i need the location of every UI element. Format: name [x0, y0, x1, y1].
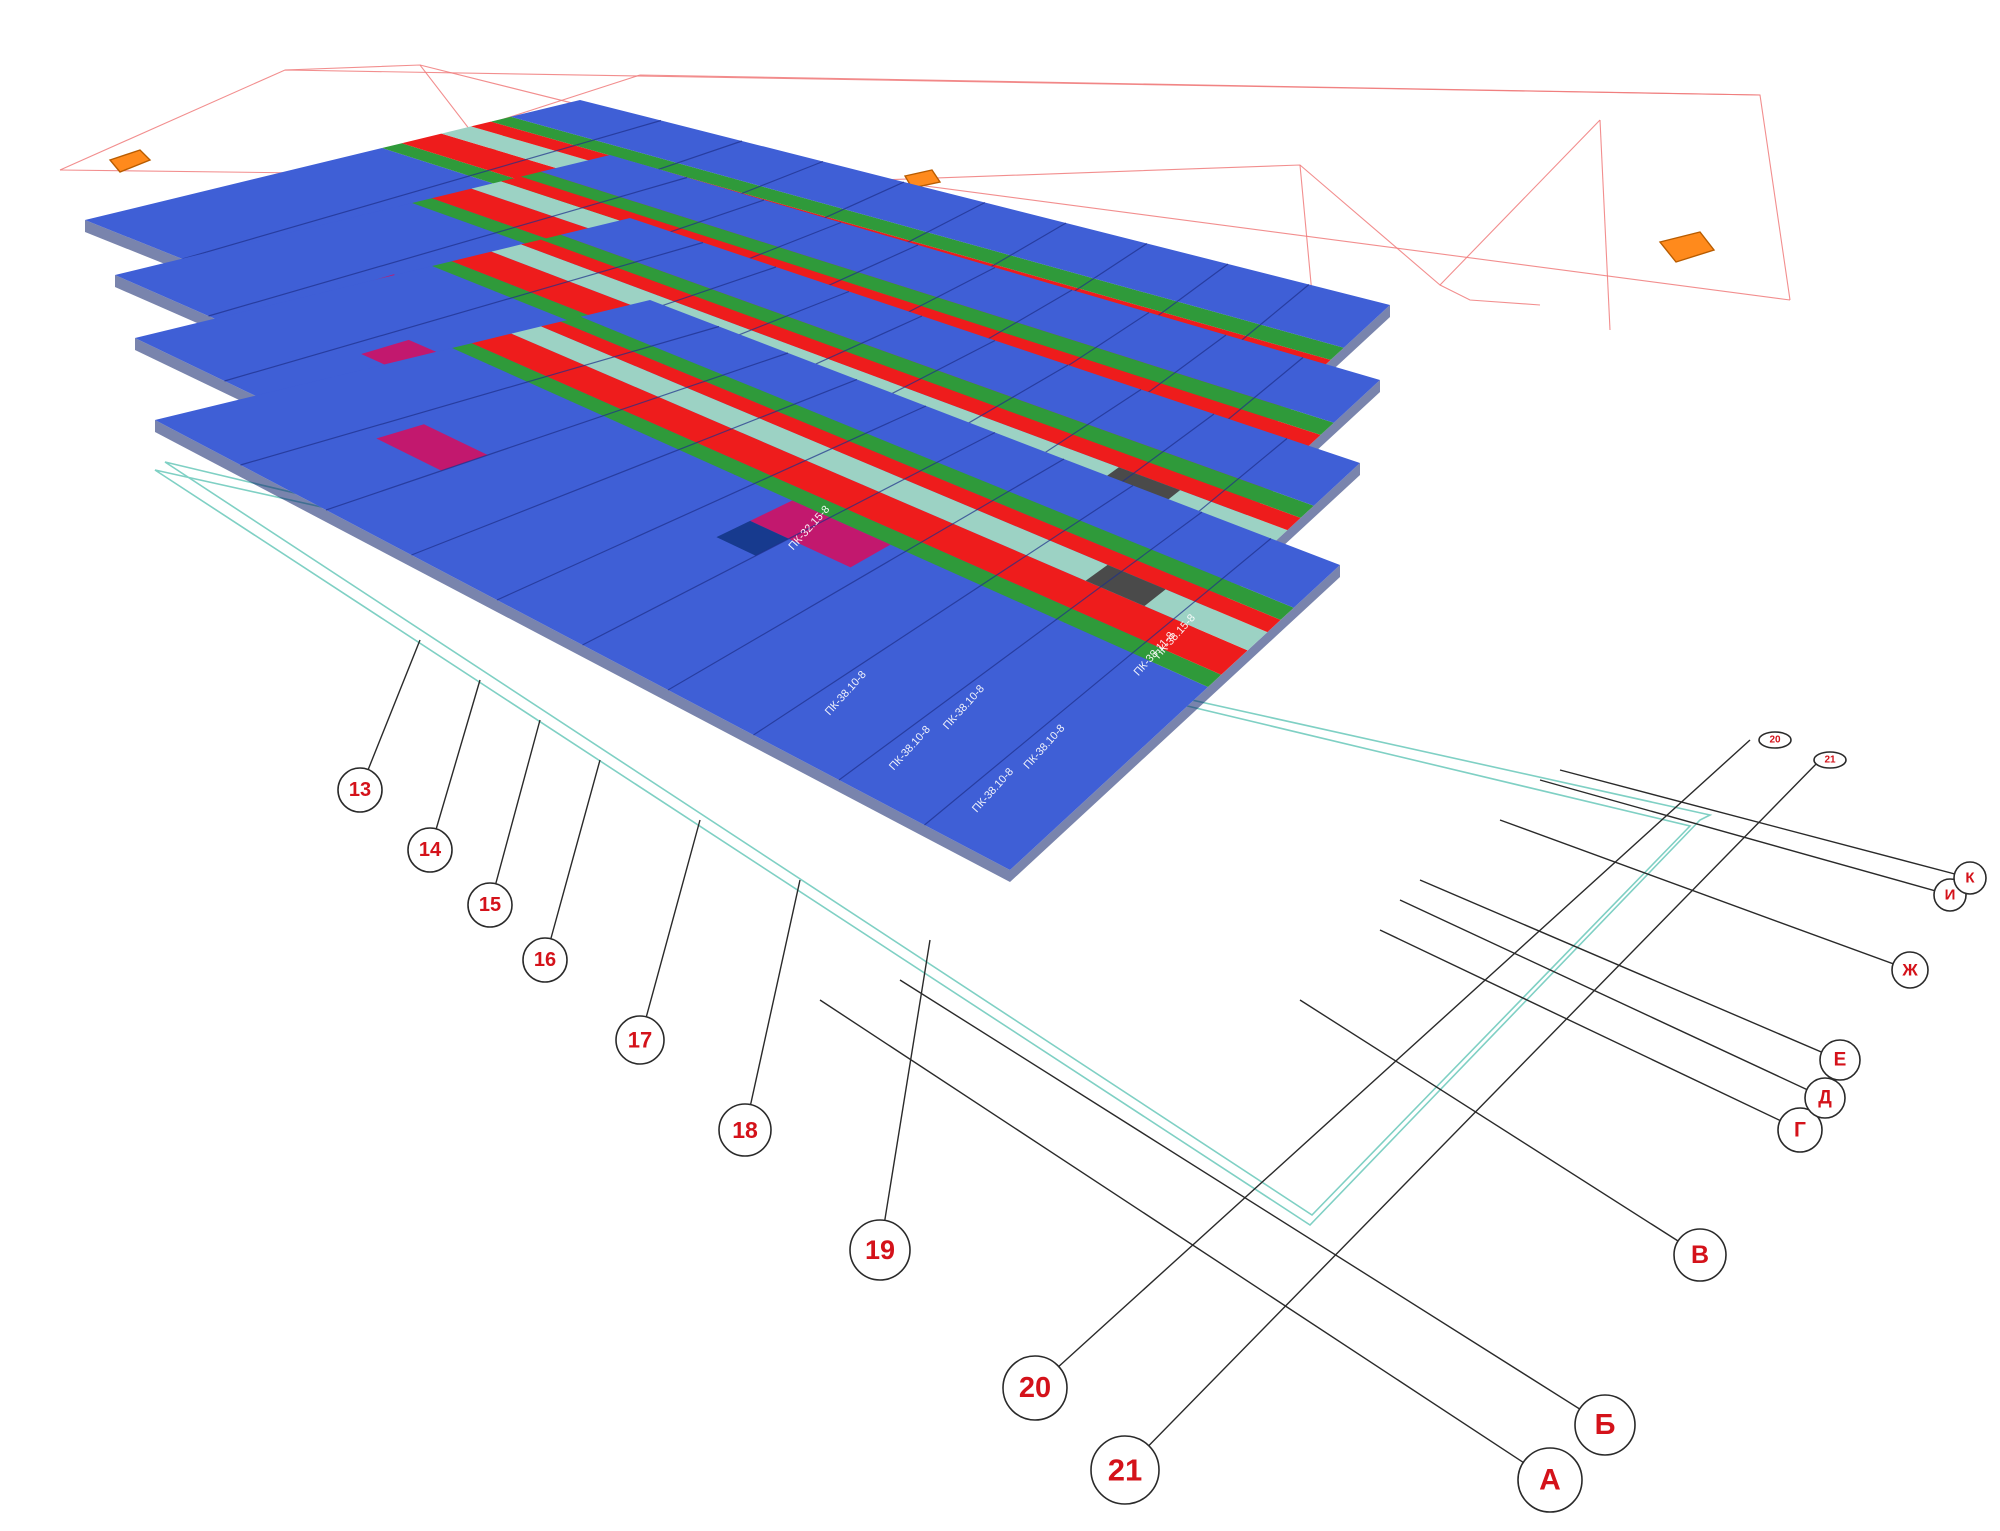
axis-bubble [1891, 951, 1929, 989]
axis-line [639, 819, 701, 1041]
slab-seam [924, 538, 1272, 826]
axis-bubble-small [1813, 751, 1847, 769]
grid-axes: 13 14 15 16 17 18 19 20 21 А Б В ГДЕ Ж ИК 20 21 [337, 639, 1987, 1513]
axis-line [899, 979, 1606, 1426]
slab-green-strip [560, 316, 1294, 620]
axis-label: 18 [732, 1117, 758, 1143]
slab-seam [496, 405, 927, 601]
axis-label: Ж [1901, 961, 1918, 980]
axis-line [879, 939, 931, 1251]
axis-bubble [1673, 1228, 1727, 1282]
axis-label: 20 [1019, 1372, 1051, 1404]
roof-hatch-icon [108, 149, 152, 173]
axis-label: И [1945, 887, 1956, 904]
slab-grey-block [1085, 564, 1166, 607]
axis-line [1399, 899, 1826, 1099]
axis-label: Г [1794, 1119, 1806, 1142]
axis-label: Е [1834, 1050, 1847, 1071]
axis-label: 17 [628, 1028, 652, 1053]
axis-line [819, 999, 1551, 1481]
slab-edge [155, 420, 1010, 882]
slab-darkblue-block [716, 520, 789, 556]
floor-slabs: ПК-38.10-8ПК-38.10-8ПК-38.10-8ПК-38.10-8… [85, 100, 1390, 882]
slab-mint-strip [511, 326, 1268, 651]
slab-green-strip [452, 343, 1222, 687]
roof-hatch-icon [1658, 231, 1716, 263]
slab-seam [753, 484, 1134, 736]
slab-seam [582, 431, 996, 646]
slab-back [540, 155, 1380, 423]
axis-bubble [467, 882, 513, 928]
axis-line [1559, 769, 1971, 879]
axis-label: К [1965, 870, 1975, 887]
axis-bubble [522, 937, 568, 983]
axis-bubble [1090, 1435, 1160, 1505]
axis-line [489, 719, 541, 906]
axis-bubble [407, 827, 453, 873]
axis-bubble [337, 767, 383, 813]
slab-seam [838, 511, 1203, 781]
slab-seam [224, 241, 704, 382]
axis-line [1419, 879, 1841, 1061]
axis-line [1124, 759, 1821, 1471]
axis-label-small: 20 [1769, 735, 1781, 746]
axis-line [429, 679, 481, 851]
slab-seam [667, 458, 1065, 691]
axis-line [1379, 929, 1801, 1131]
slab-green-strip [490, 116, 1344, 360]
axis-bubble [615, 1015, 665, 1065]
axis-line [544, 759, 601, 961]
axis-label: Б [1595, 1409, 1616, 1441]
slab-back [510, 100, 1390, 348]
slab-green-strip [520, 171, 1334, 435]
axis-bubble [1804, 1077, 1846, 1119]
slab-seam [240, 325, 720, 466]
slab-red-strip [471, 333, 1248, 675]
axis-bubble [1002, 1355, 1068, 1421]
slab-red-strip [521, 239, 1301, 531]
axis-bubble [718, 1103, 772, 1157]
slab-seam [411, 378, 858, 556]
axis-label: 19 [865, 1235, 895, 1265]
slab-red-strip [541, 321, 1281, 633]
slab-magenta-block [376, 424, 488, 471]
axis-bubble [1953, 861, 1987, 895]
slab-back [560, 218, 1360, 506]
axis-label: 13 [349, 779, 371, 801]
axis-bubble [1819, 1039, 1861, 1081]
axis-label: А [1539, 1464, 1561, 1497]
slab-seam [208, 176, 688, 317]
slab-edge [1010, 565, 1340, 882]
axis-bubble [1777, 1107, 1823, 1153]
slab-green-strip [540, 234, 1314, 518]
slab-magenta-block [750, 500, 891, 568]
axis-bubble [849, 1219, 911, 1281]
slab-back [580, 300, 1340, 608]
axis-bubble [1574, 1394, 1636, 1456]
axis-line [1034, 739, 1751, 1389]
axis-label-small: 21 [1824, 755, 1836, 766]
axis-line [1539, 779, 1951, 896]
axis-label: 14 [419, 839, 442, 861]
axis-line [359, 639, 421, 791]
floor-slab: ПК-38.10-8ПК-38.10-8ПК-38.10-8ПК-38.10-8… [155, 300, 1340, 882]
axis-line [1499, 819, 1911, 971]
axis-label: 15 [479, 894, 501, 916]
axis-bubble [1517, 1447, 1583, 1513]
axis-label: В [1691, 1241, 1709, 1269]
axis-label: 21 [1108, 1453, 1142, 1488]
axis-label: Д [1818, 1088, 1832, 1109]
slab-seam [325, 352, 789, 511]
axis-line [744, 879, 801, 1131]
axis-bubble-small [1758, 731, 1792, 749]
axis-label: 16 [534, 949, 556, 971]
slab-seam [182, 119, 662, 260]
axis-line [1299, 999, 1701, 1256]
